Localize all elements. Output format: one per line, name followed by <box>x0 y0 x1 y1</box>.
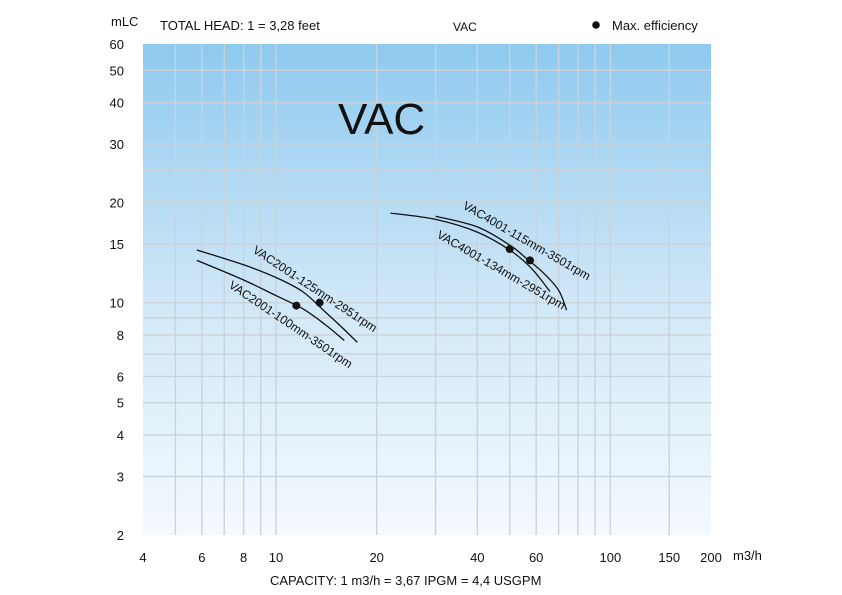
chart-title: VAC <box>338 95 425 144</box>
curve-VAC4001-134mm-2951rpm <box>390 212 551 292</box>
max-efficiency-legend-marker <box>592 21 600 29</box>
y-tick-label: 20 <box>110 196 124 211</box>
y-tick-label: 50 <box>110 63 124 78</box>
max-efficiency-point <box>526 256 535 265</box>
max-efficiency-points <box>292 245 535 310</box>
x-tick-label: 20 <box>369 550 383 565</box>
capacity-note: CAPACITY: 1 m3/h = 3,67 IPGM = 4,4 USGPM <box>270 573 541 588</box>
y-tick-label: 6 <box>117 369 124 384</box>
x-tick-label: 60 <box>529 550 543 565</box>
curve-VAC4001-115mm-3501rpm <box>435 215 568 311</box>
curve-VAC2001-100mm-3501rpm <box>196 259 345 341</box>
y-tick-label: 4 <box>117 428 124 443</box>
total-head-note: TOTAL HEAD: 1 = 3,28 feet <box>160 18 320 33</box>
x-tick-label: 10 <box>269 550 283 565</box>
x-tick-label: 8 <box>240 550 247 565</box>
legend-max-efficiency-label: Max. efficiency <box>612 18 698 33</box>
y-tick-label: 8 <box>117 328 124 343</box>
curve-VAC2001-125mm-2951rpm <box>196 249 358 343</box>
y-tick-label: 40 <box>110 96 124 111</box>
x-tick-label: 100 <box>600 550 622 565</box>
x-tick-label: 6 <box>198 550 205 565</box>
x-unit-label: m3/h <box>733 548 762 563</box>
y-unit-label: mLC <box>111 14 138 29</box>
performance-curves <box>196 212 568 343</box>
plot-area <box>143 44 711 535</box>
x-tick-label: 4 <box>139 550 146 565</box>
y-tick-label: 5 <box>117 396 124 411</box>
x-tick-label: 200 <box>700 550 722 565</box>
y-tick-label: 60 <box>110 37 124 52</box>
y-tick-label: 15 <box>110 237 124 252</box>
max-efficiency-point <box>292 301 301 310</box>
y-tick-label: 10 <box>110 296 124 311</box>
x-tick-label: 150 <box>658 550 680 565</box>
max-efficiency-point <box>315 298 324 307</box>
y-tick-label: 2 <box>117 528 124 543</box>
y-tick-label: 3 <box>117 469 124 484</box>
axis-tick-labels: 4 6 8 10 20 40 60 100 150 200 2 3 4 5 6 8 10 15 20 30 40 50 60 <box>110 37 722 565</box>
y-tick-label: 30 <box>110 137 124 152</box>
grid-lines <box>143 44 711 535</box>
x-tick-label: 40 <box>470 550 484 565</box>
model-family-label: VAC <box>453 20 477 34</box>
max-efficiency-point <box>505 245 514 254</box>
